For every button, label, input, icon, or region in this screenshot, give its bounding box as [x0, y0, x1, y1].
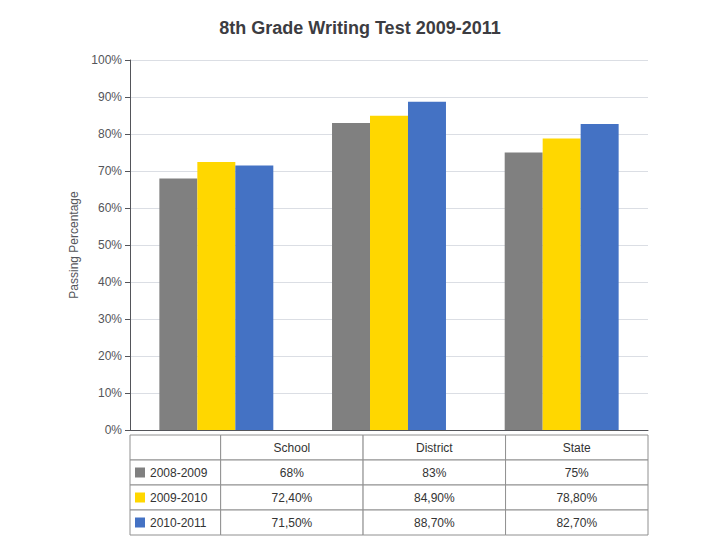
svg-text:State: State	[563, 441, 591, 455]
svg-text:78,80%: 78,80%	[556, 491, 597, 505]
svg-text:88,70%: 88,70%	[414, 516, 455, 530]
svg-text:0%: 0%	[105, 423, 123, 437]
svg-text:20%: 20%	[98, 349, 122, 363]
svg-text:75%: 75%	[565, 466, 589, 480]
svg-text:2008-2009: 2008-2009	[150, 466, 208, 480]
svg-text:40%: 40%	[98, 275, 122, 289]
svg-text:80%: 80%	[98, 127, 122, 141]
svg-text:72,40%: 72,40%	[272, 491, 313, 505]
svg-text:90%: 90%	[98, 90, 122, 104]
svg-text:83%: 83%	[422, 466, 446, 480]
svg-text:30%: 30%	[98, 312, 122, 326]
svg-text:50%: 50%	[98, 238, 122, 252]
svg-text:70%: 70%	[98, 164, 122, 178]
svg-text:School: School	[274, 441, 311, 455]
svg-text:84,90%: 84,90%	[414, 491, 455, 505]
svg-text:100%: 100%	[91, 53, 122, 67]
svg-text:10%: 10%	[98, 386, 122, 400]
svg-text:60%: 60%	[98, 201, 122, 215]
svg-text:71,50%: 71,50%	[272, 516, 313, 530]
svg-text:2010-2011: 2010-2011	[150, 516, 207, 530]
svg-text:82,70%: 82,70%	[556, 516, 597, 530]
svg-text:8th Grade Writing Test 2009-20: 8th Grade Writing Test 2009-2011	[219, 18, 500, 38]
svg-text:Passing Percentage: Passing Percentage	[67, 191, 81, 299]
svg-text:2009-2010: 2009-2010	[150, 491, 208, 505]
svg-text:District: District	[416, 441, 453, 455]
svg-text:68%: 68%	[280, 466, 304, 480]
